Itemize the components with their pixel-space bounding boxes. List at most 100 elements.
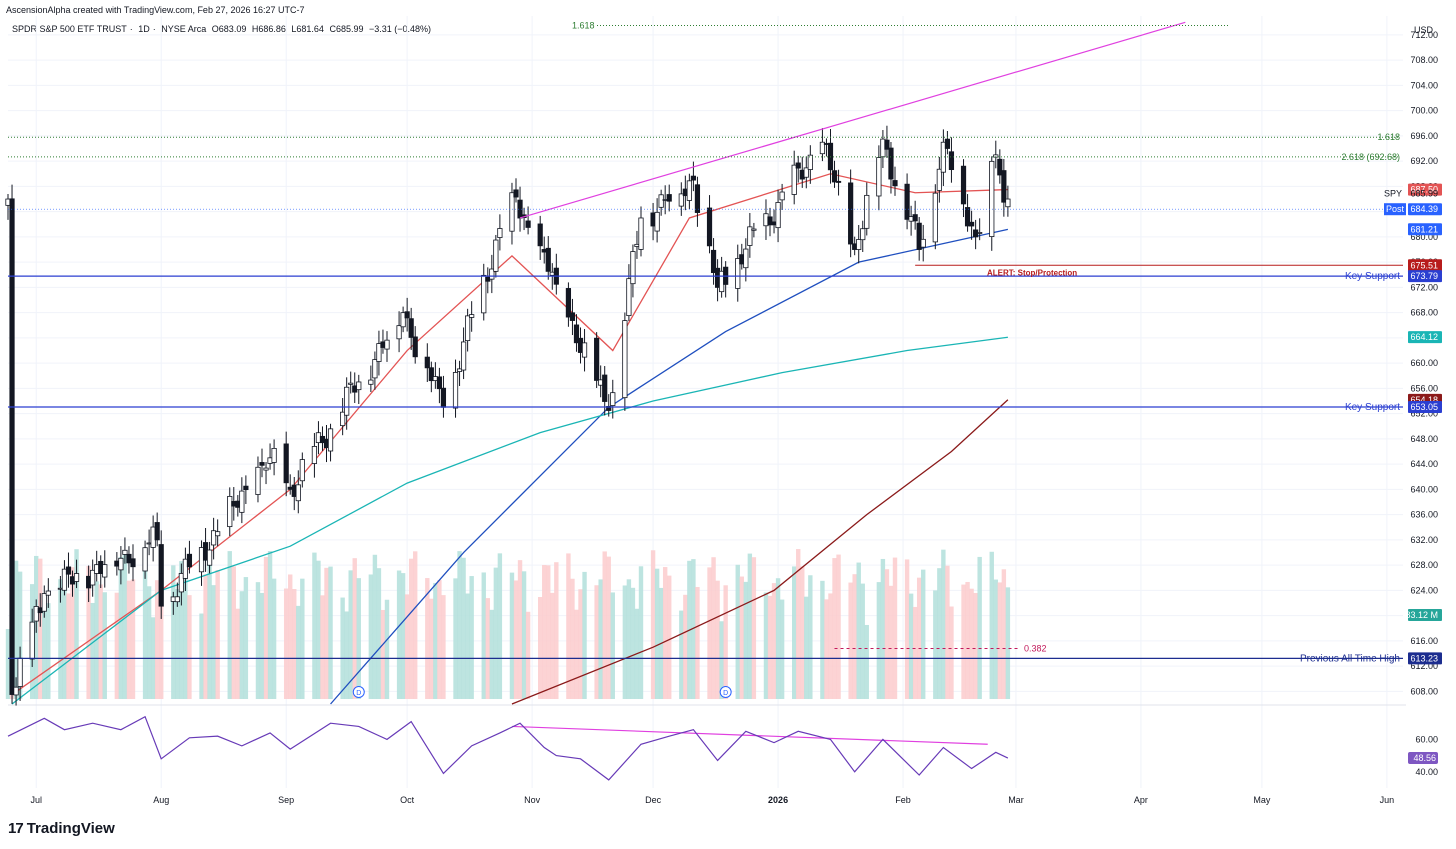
- volume-bar: [892, 557, 898, 699]
- volume-bar: [598, 579, 603, 699]
- candle-body: [404, 311, 410, 319]
- volume-bar: [243, 577, 249, 699]
- volume-bar: [864, 624, 869, 699]
- volume-bar: [130, 579, 136, 699]
- volume-bar: [723, 585, 728, 699]
- volume-bar: [259, 592, 265, 699]
- price-badge-label: 654.18: [1410, 395, 1438, 405]
- volume-bar: [380, 609, 386, 699]
- candle-body: [1005, 198, 1011, 208]
- candle-body: [259, 462, 265, 466]
- candle-body: [626, 278, 632, 317]
- volume-bar: [537, 596, 543, 699]
- candle-body: [884, 139, 890, 150]
- candle-body: [791, 164, 797, 195]
- volume-bar: [453, 578, 458, 699]
- fib-level-label: 1.618: [1377, 132, 1400, 142]
- volume-bar: [433, 582, 438, 699]
- volume-bar: [316, 560, 321, 699]
- volume-bar: [179, 561, 184, 699]
- volume-bar: [74, 549, 79, 699]
- candle-body: [41, 593, 47, 612]
- volume-bar: [175, 589, 180, 699]
- tradingview-logo-icon: 17: [8, 820, 24, 837]
- candle-body: [622, 320, 628, 399]
- volume-bar: [570, 578, 575, 699]
- month-label: May: [1253, 795, 1271, 805]
- alert-label: ALERT: Stop/Protection: [987, 268, 1077, 277]
- volume-bar: [912, 606, 918, 699]
- volume-bar: [743, 581, 749, 699]
- price-tick-label: 616.00: [1410, 636, 1438, 646]
- candle-body: [686, 180, 692, 201]
- candle-body: [807, 154, 813, 170]
- candle-body: [856, 239, 862, 250]
- volume-bar: [767, 595, 773, 699]
- volume-bar: [747, 553, 753, 699]
- candle-body: [356, 381, 362, 391]
- candle-body: [706, 207, 713, 247]
- volume-bar: [542, 565, 547, 699]
- volume-bar: [791, 566, 797, 699]
- candle-body: [384, 339, 390, 350]
- volume-bar: [465, 593, 470, 699]
- volume-bar: [493, 567, 499, 699]
- volume-bar: [292, 589, 297, 699]
- price-change: −3.31 (−0.48%): [369, 24, 432, 34]
- candle-body: [396, 325, 402, 340]
- candle-body: [819, 141, 826, 155]
- volume-bar: [610, 592, 615, 699]
- price-tick-label: 708.00: [1410, 55, 1438, 65]
- ohlc-high: H686.86: [251, 24, 286, 34]
- volume-bar: [796, 549, 801, 699]
- volume-bar: [400, 573, 406, 699]
- volume-bar: [578, 589, 583, 699]
- volume-bar: [207, 564, 212, 699]
- ohlc-open: O683.09: [211, 24, 247, 34]
- volume-bar: [227, 551, 232, 699]
- candle-body: [989, 160, 995, 237]
- month-label: Nov: [524, 795, 541, 805]
- volume-bar: [283, 588, 289, 699]
- volume-bar: [662, 567, 668, 699]
- volume-bar: [884, 569, 890, 699]
- volume-bar: [211, 585, 216, 699]
- candle-body: [602, 374, 608, 402]
- candle-body: [436, 376, 443, 390]
- volume-bar: [525, 611, 531, 699]
- volume-bar: [888, 585, 894, 699]
- symbol-legend[interactable]: SPDR S&P 500 ETF TRUST · 1D · NYSE Arca O6…: [12, 24, 432, 34]
- candle-body: [509, 192, 515, 232]
- month-label: Jul: [30, 795, 42, 805]
- volume-bar: [62, 572, 67, 699]
- volume-bar: [126, 580, 132, 699]
- volume-bar: [441, 595, 446, 699]
- candle-body: [263, 467, 269, 471]
- volume-bar: [517, 560, 523, 699]
- price-badge: [1408, 331, 1442, 344]
- price-tick-label: 704.00: [1410, 80, 1438, 90]
- currency-label[interactable]: USD: [1414, 25, 1434, 35]
- candle-body: [892, 180, 898, 187]
- volume-bar: [779, 599, 785, 699]
- volume-bar: [70, 567, 75, 699]
- candle-body: [65, 566, 72, 575]
- volume-bar: [296, 605, 301, 699]
- candle-body: [340, 411, 346, 427]
- candle-body: [428, 367, 434, 382]
- dividend-marker-icon: [719, 686, 732, 698]
- volume-bar: [328, 566, 333, 699]
- horizontal-level-label: Key Support: [1345, 271, 1400, 282]
- candle-body: [779, 191, 785, 201]
- volume-bar: [921, 569, 926, 699]
- price-tick-label: 668.00: [1410, 308, 1438, 318]
- candle-body: [977, 232, 983, 234]
- price-tick-label: 624.00: [1410, 585, 1438, 595]
- price-tick-label: 692.00: [1410, 156, 1438, 166]
- candle-body: [666, 194, 672, 202]
- volume-bar: [98, 584, 103, 699]
- volume-bar: [937, 568, 942, 699]
- candle-body: [376, 343, 382, 362]
- rsi-tick-label: 60.00: [1415, 734, 1438, 744]
